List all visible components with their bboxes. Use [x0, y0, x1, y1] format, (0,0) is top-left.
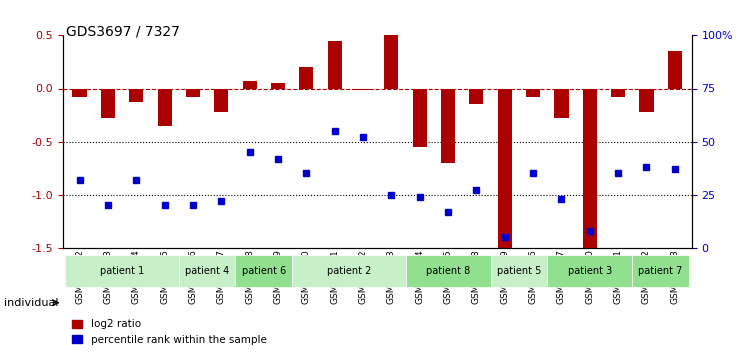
Bar	[384, 30, 398, 88]
FancyBboxPatch shape	[632, 255, 689, 287]
Bar	[526, 88, 540, 97]
Bar	[186, 88, 200, 97]
FancyBboxPatch shape	[236, 255, 292, 287]
Bar	[640, 88, 654, 112]
Text: patient 6: patient 6	[241, 266, 286, 276]
Bar	[72, 88, 87, 97]
Text: patient 2: patient 2	[327, 266, 371, 276]
Bar	[498, 88, 512, 253]
Text: patient 4: patient 4	[185, 266, 229, 276]
Bar	[356, 88, 370, 90]
Text: patient 3: patient 3	[567, 266, 612, 276]
Bar	[611, 88, 625, 97]
Bar	[583, 88, 597, 255]
Bar	[328, 41, 342, 88]
Bar	[130, 88, 144, 102]
Bar	[243, 81, 257, 88]
Bar	[158, 88, 171, 126]
Text: patient 1: patient 1	[100, 266, 144, 276]
FancyBboxPatch shape	[66, 255, 179, 287]
Bar	[300, 67, 314, 88]
Text: individual: individual	[4, 298, 58, 308]
Text: patient 5: patient 5	[497, 266, 541, 276]
Text: GDS3697 / 7327: GDS3697 / 7327	[66, 25, 180, 39]
Bar	[271, 83, 285, 88]
Bar	[470, 88, 484, 104]
FancyBboxPatch shape	[548, 255, 632, 287]
Text: patient 8: patient 8	[426, 266, 470, 276]
Legend: log2 ratio, percentile rank within the sample: log2 ratio, percentile rank within the s…	[68, 315, 271, 349]
FancyBboxPatch shape	[406, 255, 491, 287]
Bar	[554, 88, 568, 118]
Text: patient 7: patient 7	[638, 266, 683, 276]
Bar	[413, 88, 427, 147]
Bar	[668, 51, 682, 88]
FancyBboxPatch shape	[491, 255, 548, 287]
Bar	[441, 88, 455, 163]
FancyBboxPatch shape	[179, 255, 236, 287]
Bar	[101, 88, 115, 118]
Bar	[214, 88, 228, 112]
FancyBboxPatch shape	[292, 255, 406, 287]
